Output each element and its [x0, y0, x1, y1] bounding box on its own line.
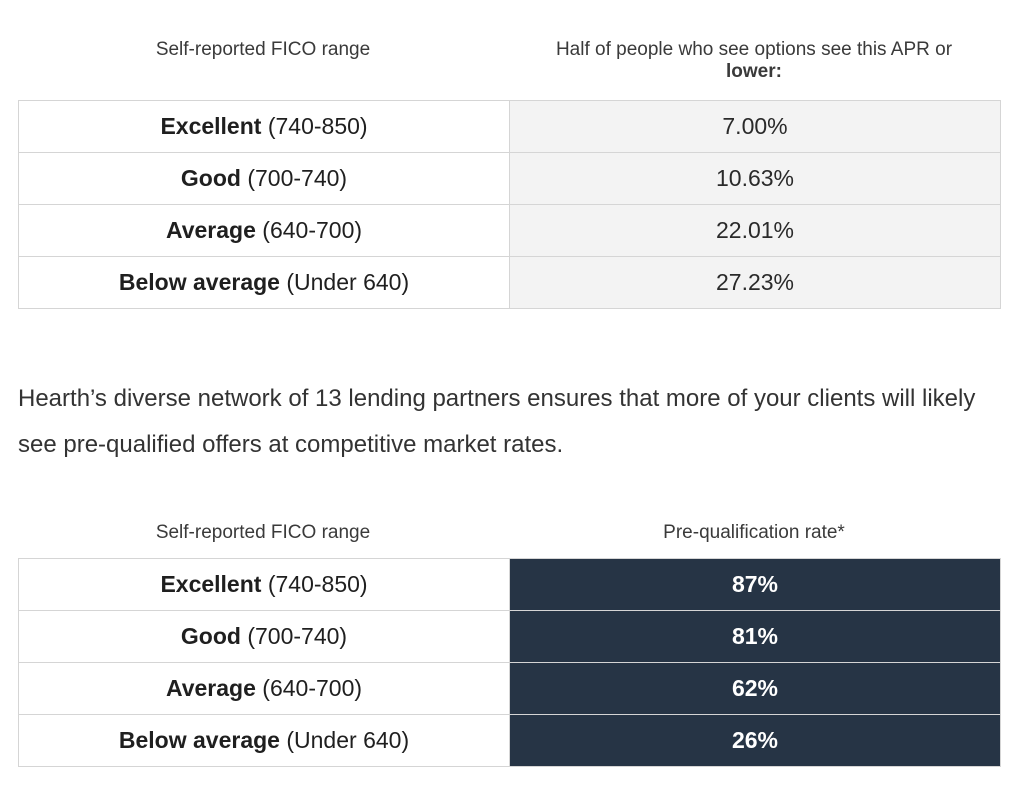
- apr-table: Excellent (740-850) 7.00% Good (700-740)…: [18, 100, 1001, 309]
- apr-table-block: Self-reported FICO range Half of people …: [18, 30, 1001, 309]
- apr-value: 10.63%: [509, 152, 1001, 205]
- prequal-rate-value: 26%: [509, 714, 1001, 767]
- fico-category: Below average: [118, 727, 280, 753]
- fico-range: (700-740): [247, 165, 348, 191]
- fico-range: (Under 640): [286, 727, 410, 753]
- fico-range: (740-850): [267, 113, 368, 139]
- fico-range: (700-740): [247, 623, 348, 649]
- fico-range-cell: Excellent (740-850): [18, 558, 510, 611]
- table-row: Good (700-740) 10.63%: [18, 152, 1001, 205]
- prequal-rate-value: 81%: [509, 610, 1001, 663]
- apr-value: 22.01%: [509, 204, 1001, 257]
- table-row: Below average (Under 640) 26%: [18, 714, 1001, 767]
- fico-range-cell: Below average (Under 640): [18, 256, 510, 309]
- prequal-table-header: Self-reported FICO range Pre-qualificati…: [18, 520, 1000, 558]
- fico-range-cell: Average (640-700): [18, 662, 510, 715]
- fico-category: Excellent: [160, 571, 262, 597]
- prequal-rate-value: 87%: [509, 558, 1001, 611]
- fico-category: Average: [165, 675, 256, 701]
- fico-category: Excellent: [160, 113, 262, 139]
- network-description: Hearth’s diverse network of 13 lending p…: [18, 385, 976, 458]
- prequal-rate-value: 62%: [509, 662, 1001, 715]
- fico-category: Good: [180, 165, 241, 191]
- prequal-table: Excellent (740-850) 87% Good (700-740) 8…: [18, 558, 1001, 767]
- fico-category: Average: [165, 217, 256, 243]
- prequal-table-block: Self-reported FICO range Pre-qualificati…: [18, 520, 1001, 767]
- apr-header-rate-line2: lower:: [726, 61, 782, 82]
- fico-range: (740-850): [267, 571, 368, 597]
- table-row: Good (700-740) 81%: [18, 610, 1001, 663]
- apr-table-header: Self-reported FICO range Half of people …: [18, 30, 1000, 100]
- table-row: Excellent (740-850) 87%: [18, 558, 1001, 611]
- prequal-header-rate: Pre-qualification rate*: [663, 522, 845, 543]
- apr-header-fico-range: Self-reported FICO range: [155, 39, 371, 60]
- fico-range-cell: Good (700-740): [18, 610, 510, 663]
- apr-header-rate: Half of people who see options see this …: [508, 30, 1000, 100]
- fico-category: Below average: [118, 269, 280, 295]
- fico-range-cell: Excellent (740-850): [18, 100, 510, 153]
- prequal-header-fico-range: Self-reported FICO range: [155, 522, 371, 543]
- apr-value: 27.23%: [509, 256, 1001, 309]
- table-row: Below average (Under 640) 27.23%: [18, 256, 1001, 309]
- fico-range-cell: Below average (Under 640): [18, 714, 510, 767]
- table-row: Excellent (740-850) 7.00%: [18, 100, 1001, 153]
- table-row: Average (640-700) 22.01%: [18, 204, 1001, 257]
- fico-range: (Under 640): [286, 269, 410, 295]
- fico-range-cell: Average (640-700): [18, 204, 510, 257]
- apr-header-rate-line1: Half of people who see options see this …: [555, 39, 953, 60]
- fico-range: (640-700): [262, 675, 363, 701]
- fico-category: Good: [180, 623, 241, 649]
- table-row: Average (640-700) 62%: [18, 662, 1001, 715]
- fico-range: (640-700): [262, 217, 363, 243]
- fico-range-cell: Good (700-740): [18, 152, 510, 205]
- apr-value: 7.00%: [509, 100, 1001, 153]
